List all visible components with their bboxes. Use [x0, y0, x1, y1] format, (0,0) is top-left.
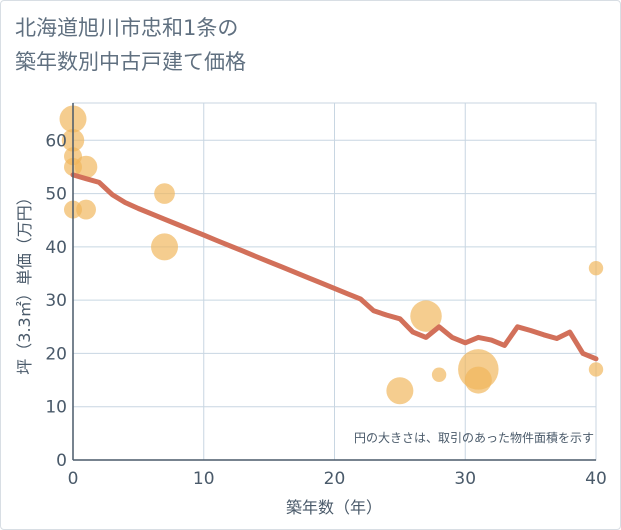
grid-lines: [72, 102, 597, 461]
bubble-size-note: 円の大きさは、取引のあった物件面積を示す: [354, 430, 594, 445]
y-tick-label-0: 0: [56, 451, 67, 471]
axes: [72, 103, 596, 461]
chart-title-line-2: 築年数別中古戸建て価格: [15, 50, 246, 74]
y-tick-label-60: 60: [45, 131, 67, 151]
y-tick-label-50: 50: [45, 185, 67, 205]
x-axis-ticks: 0 10 20 30 40: [68, 469, 607, 489]
x-tick-label-10: 10: [193, 469, 215, 489]
bubble-series: [59, 105, 604, 405]
x-tick-label-30: 30: [454, 469, 476, 489]
trend-line: [70, 172, 599, 362]
bubble-point-6: [76, 199, 96, 220]
y-tick-label-20: 20: [45, 344, 67, 364]
chart-title-line-1: 北海道旭川市忠和1条の: [15, 16, 239, 40]
chart-title: 北海道旭川市忠和1条の 築年数別中古戸建て価格: [15, 11, 246, 79]
bubble-point-8: [151, 233, 179, 261]
bubble-point-5: [74, 155, 98, 179]
x-axis-label: 築年数（年）: [286, 498, 382, 517]
x-tick-label-40: 40: [585, 469, 607, 489]
x-tick-label-20: 20: [324, 469, 346, 489]
y-axis-label: 坪（3.3㎡）単価（万円）: [15, 189, 34, 374]
bubble-point-11: [431, 367, 447, 382]
x-tick-label-0: 0: [68, 469, 79, 489]
bubble-point-10: [410, 300, 442, 332]
bubble-point-15: [588, 362, 604, 377]
trend-line-series: [70, 172, 599, 362]
bubble-point-14: [588, 260, 604, 276]
y-tick-label-30: 30: [45, 291, 67, 311]
bubble-point-9: [386, 377, 414, 405]
y-axis-ticks: 0 10 20 30 40 50 60: [45, 131, 67, 471]
bubble-point-7: [154, 183, 175, 204]
bubble-point-13: [464, 366, 492, 394]
y-tick-label-10: 10: [45, 398, 67, 418]
y-tick-label-40: 40: [45, 238, 67, 258]
